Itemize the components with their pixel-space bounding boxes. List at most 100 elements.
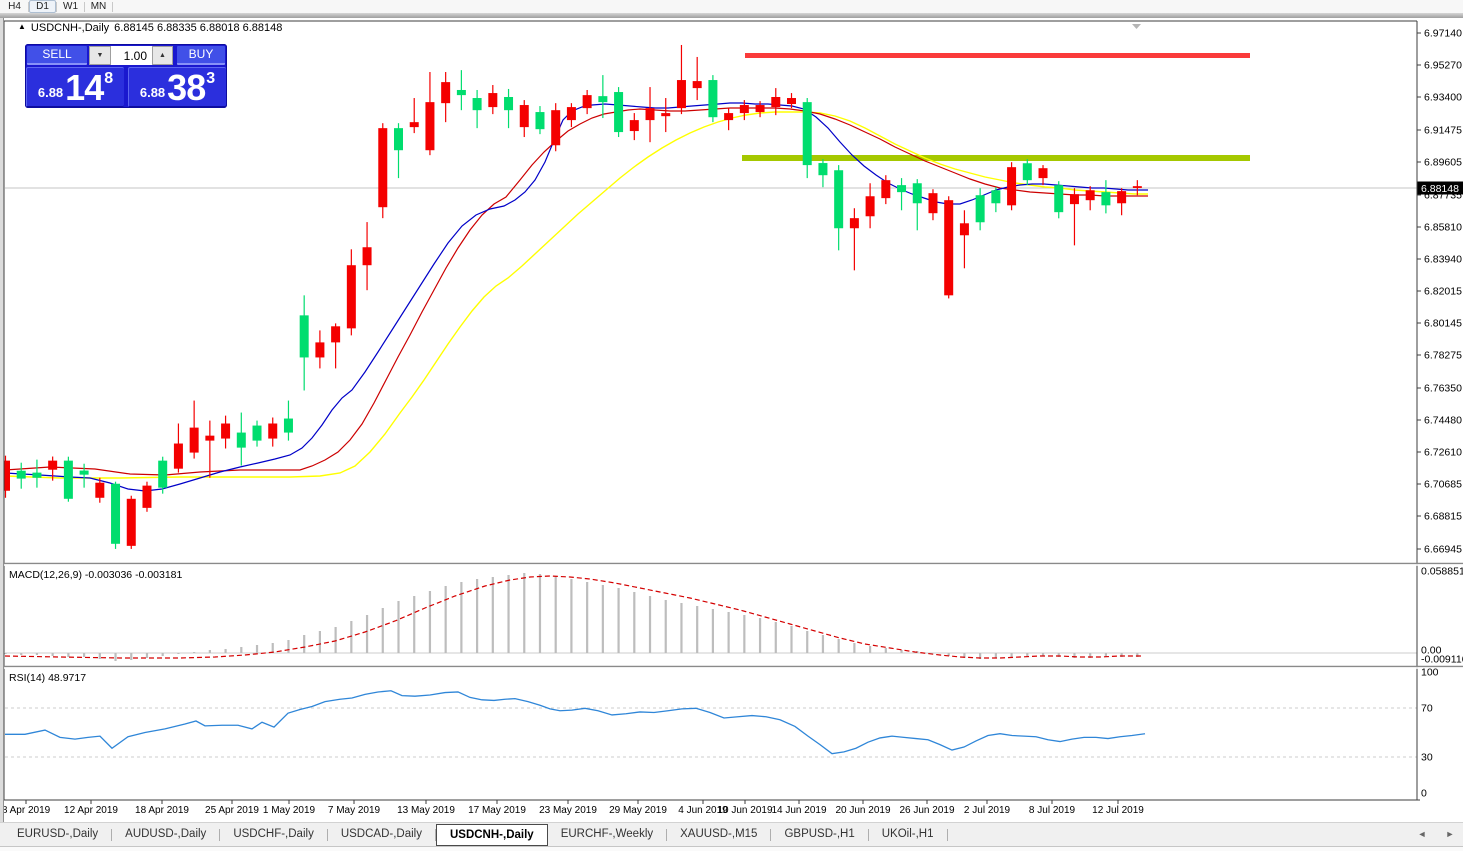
date-axis-label: 25 Apr 2019 bbox=[205, 805, 259, 816]
candle-body bbox=[346, 265, 356, 329]
date-axis-label: 10 Jun 2019 bbox=[717, 805, 772, 816]
candle-body bbox=[881, 180, 891, 199]
collapse-triangle-icon[interactable]: ▲ bbox=[18, 22, 26, 31]
tab-separator bbox=[326, 828, 328, 841]
chart-tab-usdcad-daily[interactable]: USDCAD-,Daily bbox=[340, 828, 422, 840]
timeframe-button-d1[interactable]: D1 bbox=[29, 0, 56, 13]
candle-body bbox=[566, 107, 576, 121]
date-axis-label: 7 May 2019 bbox=[328, 805, 381, 816]
price-axis-label: 6.89605 bbox=[1424, 157, 1462, 169]
toolbar-separator bbox=[56, 1, 57, 12]
date-axis-label: 12 Apr 2019 bbox=[64, 805, 118, 816]
candle-body bbox=[676, 80, 686, 109]
candle-body bbox=[63, 460, 73, 499]
price-axis-label: 6.91475 bbox=[1424, 125, 1462, 137]
candle-body bbox=[504, 97, 514, 111]
rsi-indicator-label: RSI(14) 48.9717 bbox=[9, 672, 87, 684]
tab-bar-lower-strip bbox=[0, 846, 1463, 851]
chart-tab-gbpusd-h1[interactable]: GBPUSD-,H1 bbox=[784, 828, 855, 840]
chart-tab-usdcnh-daily[interactable]: USDCNH-,Daily bbox=[435, 823, 548, 846]
candle-body bbox=[189, 427, 199, 453]
date-axis-label: 2 Jul 2019 bbox=[964, 805, 1011, 816]
candle-body bbox=[441, 82, 451, 104]
candle-body bbox=[252, 425, 262, 441]
candle-body bbox=[315, 342, 325, 358]
buy-price-prefix: 6.88 bbox=[139, 85, 166, 100]
scroll-left-icon[interactable]: ◄ bbox=[1417, 829, 1427, 839]
one-click-trading-panel: SELL ▼ ▲ BUY 6.88 14 8 6.88 38 3 bbox=[25, 44, 227, 108]
macd-axis-label: 0.00 bbox=[1421, 645, 1442, 657]
candle-body bbox=[771, 97, 781, 108]
price-axis-label: 6.78275 bbox=[1424, 350, 1462, 362]
candle-body bbox=[362, 247, 372, 266]
tab-separator bbox=[434, 828, 436, 841]
candle-body bbox=[456, 89, 466, 96]
sell-price-button[interactable]: 6.88 14 8 bbox=[26, 67, 124, 108]
price-axis-label: 6.82015 bbox=[1424, 286, 1462, 298]
candle-body bbox=[692, 81, 702, 89]
chart-tab-eurchf-weekly[interactable]: EURCHF-,Weekly bbox=[560, 828, 654, 840]
date-axis-label: 18 Apr 2019 bbox=[135, 805, 189, 816]
price-axis-label: 6.66945 bbox=[1424, 544, 1462, 556]
candle-body bbox=[802, 102, 812, 166]
rsi-axis-label: 100 bbox=[1421, 667, 1439, 679]
candle-body bbox=[1132, 186, 1142, 188]
candle-body bbox=[1, 460, 10, 491]
candle-body bbox=[425, 102, 435, 151]
buy-price-button[interactable]: 6.88 38 3 bbox=[128, 67, 226, 108]
date-axis-label: 17 May 2019 bbox=[468, 805, 526, 816]
volume-increase-button[interactable]: ▲ bbox=[152, 46, 173, 65]
chart-tab-audusd-daily[interactable]: AUDUSD-,Daily bbox=[125, 828, 207, 840]
rsi-axis-label: 30 bbox=[1421, 752, 1433, 764]
candle-body bbox=[1101, 192, 1111, 206]
chart-tab-eurusd-daily[interactable]: EURUSD-,Daily bbox=[17, 828, 99, 840]
resistance-line[interactable] bbox=[745, 53, 1250, 58]
timeframe-button-h4[interactable]: H4 bbox=[8, 1, 21, 12]
rsi-line bbox=[5, 690, 1146, 755]
rsi-axis-label: 70 bbox=[1421, 703, 1433, 715]
candle-body bbox=[849, 218, 859, 229]
date-axis-label: 8 Apr 2019 bbox=[2, 805, 51, 816]
candle-body bbox=[95, 482, 105, 498]
price-axis-label: 6.85810 bbox=[1424, 222, 1462, 234]
volume-input[interactable] bbox=[111, 46, 152, 65]
price-axis-label: 6.83940 bbox=[1424, 254, 1462, 266]
sell-button[interactable]: SELL bbox=[27, 46, 87, 65]
candle-body bbox=[1022, 163, 1032, 181]
horizontal-scrollbar[interactable]: ◄ ► bbox=[1417, 827, 1455, 841]
candle-body bbox=[818, 163, 828, 176]
current-price-tag-value: 6.88148 bbox=[1421, 183, 1459, 195]
date-axis-label: 4 Jun 2019 bbox=[678, 805, 728, 816]
date-axis-label: 29 May 2019 bbox=[609, 805, 667, 816]
timeframe-button-w1[interactable]: W1 bbox=[63, 1, 78, 12]
toolbar-divider bbox=[0, 13, 1463, 18]
last-bar-marker-icon[interactable] bbox=[1132, 24, 1141, 29]
candle-body bbox=[959, 223, 969, 236]
candle-body bbox=[205, 435, 215, 441]
candle-body bbox=[582, 95, 592, 109]
timeframe-button-mn[interactable]: MN bbox=[90, 1, 107, 12]
volume-decrease-button[interactable]: ▼ bbox=[89, 46, 111, 65]
date-axis-label: 26 Jun 2019 bbox=[899, 805, 954, 816]
macd-axis-label: 0.058851 bbox=[1421, 566, 1463, 578]
candle-body bbox=[283, 418, 293, 433]
buy-button[interactable]: BUY bbox=[177, 46, 225, 65]
chart-tab-usdchf-daily[interactable]: USDCHF-,Daily bbox=[233, 828, 314, 840]
chart-tab-xauusd-m15[interactable]: XAUUSD-,M15 bbox=[680, 828, 758, 840]
scroll-right-icon[interactable]: ► bbox=[1445, 829, 1455, 839]
candle-body bbox=[928, 193, 938, 214]
chart-tab-ukoil-h1[interactable]: UKOil-,H1 bbox=[881, 828, 934, 840]
chart-symbol-label: USDCNH-,Daily bbox=[30, 21, 110, 34]
support-line[interactable] bbox=[742, 155, 1250, 161]
candle-body bbox=[865, 196, 875, 217]
date-axis-label: 13 May 2019 bbox=[397, 805, 455, 816]
date-axis-label: 12 Jul 2019 bbox=[1092, 805, 1144, 816]
candle-body bbox=[1085, 190, 1095, 201]
tab-separator bbox=[867, 828, 869, 841]
candle-body bbox=[661, 113, 671, 117]
timeframe-toolbar: H4 D1 W1 MN bbox=[0, 0, 1463, 13]
candle-body bbox=[331, 326, 341, 343]
candle-body bbox=[629, 120, 639, 132]
candle-body bbox=[268, 423, 278, 439]
